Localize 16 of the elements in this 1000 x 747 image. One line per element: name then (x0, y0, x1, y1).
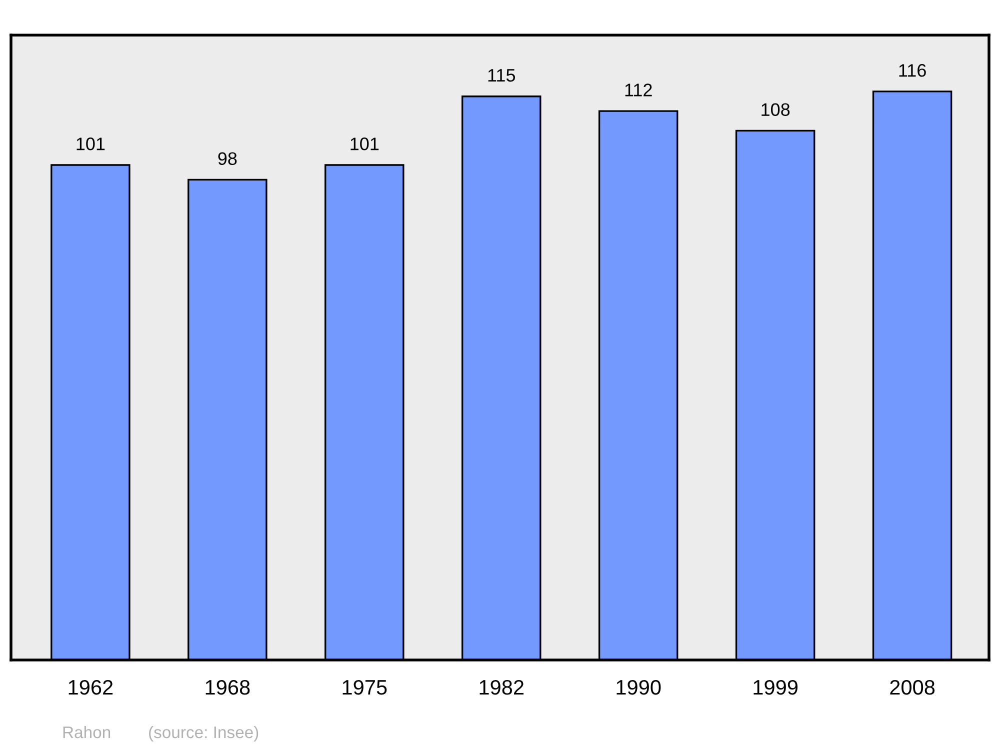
data-label: 116 (899, 64, 926, 77)
data-label: 112 (625, 84, 652, 96)
x-tick-label: 1999 (754, 680, 798, 695)
data-label: 108 (762, 103, 790, 116)
x-tick-label: 1968 (206, 680, 250, 695)
text: (source: Insee) (149, 726, 258, 742)
x-tick-label: 1982 (480, 680, 524, 695)
x-tick-label: 2008 (890, 680, 935, 695)
x-tick-label: 1975 (342, 680, 387, 695)
data-label: 115 (488, 69, 516, 82)
data-label: 101 (350, 138, 379, 150)
data-label: 101 (76, 138, 105, 150)
x-tick-label: 1962 (68, 680, 113, 695)
data-label: 98 (218, 152, 237, 166)
x-tick-label: 1990 (616, 680, 661, 695)
text: Rahon (63, 726, 110, 738)
